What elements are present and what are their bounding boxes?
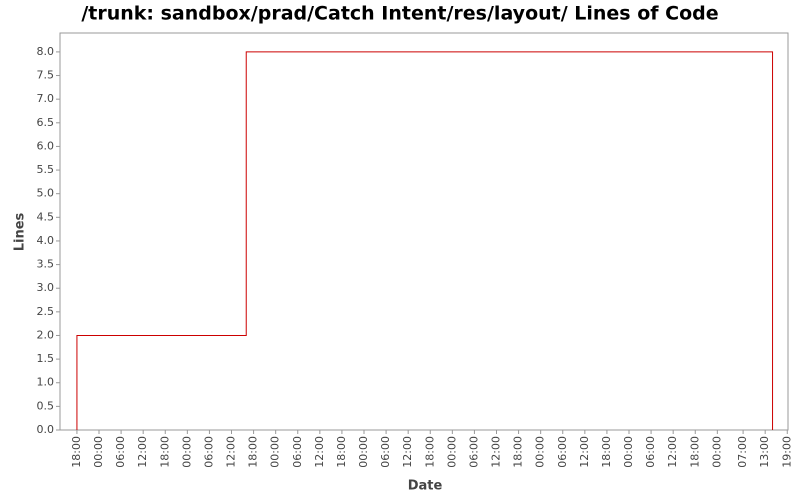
x-tick-label: 00:00	[622, 436, 635, 468]
x-tick-label: 18:00	[512, 436, 525, 468]
y-tick-label: 6.0	[37, 139, 55, 152]
y-tick-label: 4.0	[37, 234, 55, 247]
x-tick-label: 18:00	[600, 436, 613, 468]
x-tick-label: 00:00	[445, 436, 458, 468]
x-tick-label: 12:00	[401, 436, 414, 468]
x-tick-label: 07:00	[736, 436, 749, 468]
x-tick-label: 00:00	[180, 436, 193, 468]
x-tick-label: 06:00	[379, 436, 392, 468]
y-tick-label: 2.0	[37, 328, 55, 341]
x-tick-label: 06:00	[644, 436, 657, 468]
x-tick-label: 06:00	[114, 436, 127, 468]
x-tick-label: 00:00	[710, 436, 723, 468]
chart-title: /trunk: sandbox/prad/Catch Intent/res/la…	[81, 3, 718, 25]
x-tick-label: 06:00	[556, 436, 569, 468]
x-tick-label: 18:00	[688, 436, 701, 468]
y-axis-title: Lines	[13, 212, 28, 251]
x-tick-label: 18:00	[70, 436, 83, 468]
x-tick-label: 19:00	[780, 436, 793, 468]
y-tick-label: 1.0	[37, 376, 55, 389]
y-tick-label: 7.5	[37, 69, 55, 82]
x-tick-label: 12:00	[225, 436, 238, 468]
x-tick-label: 00:00	[534, 436, 547, 468]
y-tick-label: 3.5	[37, 258, 55, 271]
x-axis-title: Date	[408, 479, 443, 494]
x-tick-label: 12:00	[578, 436, 591, 468]
x-tick-label: 00:00	[357, 436, 370, 468]
y-tick-label: 6.5	[37, 116, 55, 129]
y-tick-label: 5.5	[37, 163, 55, 176]
x-tick-label: 18:00	[158, 436, 171, 468]
y-tick-label: 2.5	[37, 305, 55, 318]
y-tick-label: 4.5	[37, 210, 55, 223]
y-tick-label: 3.0	[37, 281, 55, 294]
x-tick-label: 00:00	[269, 436, 282, 468]
x-tick-label: 12:00	[313, 436, 326, 468]
x-tick-label: 12:00	[666, 436, 679, 468]
x-tick-label: 12:00	[136, 436, 149, 468]
y-tick-label: 1.5	[37, 352, 55, 365]
y-tick-label: 0.5	[37, 399, 55, 412]
x-tick-label: 18:00	[335, 436, 348, 468]
x-tick-label: 18:00	[247, 436, 260, 468]
y-tick-label: 0.0	[37, 423, 55, 436]
plot-area	[59, 32, 789, 431]
y-tick-label: 8.0	[37, 45, 55, 58]
y-tick-label: 5.0	[37, 187, 55, 200]
y-tick-label: 7.0	[37, 92, 55, 105]
x-tick-label: 12:00	[490, 436, 503, 468]
x-tick-label: 06:00	[291, 436, 304, 468]
x-tick-label: 18:00	[423, 436, 436, 468]
x-tick-label: 00:00	[92, 436, 105, 468]
x-tick-label: 06:00	[467, 436, 480, 468]
x-tick-label: 06:00	[202, 436, 215, 468]
x-tick-label: 13:00	[758, 436, 771, 468]
data-line	[76, 51, 774, 430]
